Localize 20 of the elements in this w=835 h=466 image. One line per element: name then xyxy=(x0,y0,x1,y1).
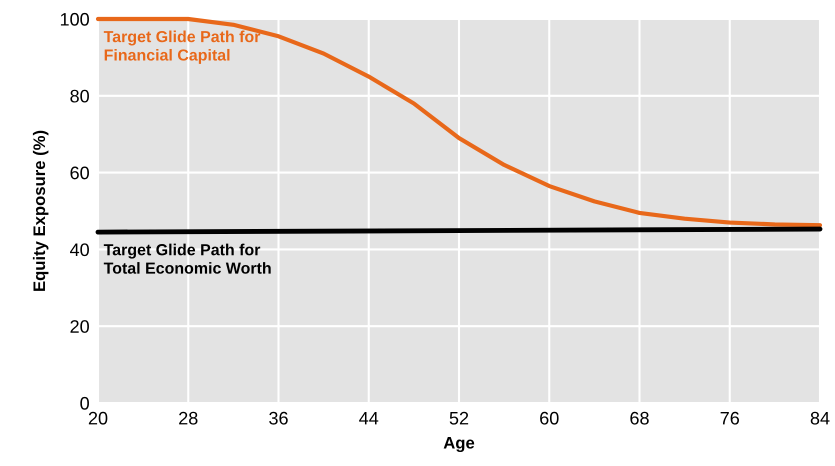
x-tick-label: 28 xyxy=(179,412,198,425)
x-tick-label: 36 xyxy=(269,412,288,425)
x-tick-label: 76 xyxy=(720,412,739,425)
y-tick-label: 60 xyxy=(70,166,89,180)
y-tick-label: 80 xyxy=(70,90,89,103)
y-tick-label: 100 xyxy=(60,12,89,26)
y-tick-label: 0 xyxy=(80,396,89,410)
line-series xyxy=(96,16,822,228)
x-tick-label: 60 xyxy=(540,412,559,425)
series-label: Target Glide Path for Financial Capital xyxy=(104,30,260,64)
series-label: Target Glide Path for Total Economic Worth xyxy=(104,244,271,274)
x-tick-label: 84 xyxy=(810,412,830,425)
y-axis-title: Equity Exposure (%) xyxy=(32,130,48,291)
y-tick-label: 40 xyxy=(70,243,89,256)
x-tick-label: 68 xyxy=(630,412,649,425)
x-tick-label: 52 xyxy=(450,412,468,425)
x-tick-label: 44 xyxy=(359,412,378,424)
x-tick-label: 20 xyxy=(88,412,108,425)
y-tick-label: 20 xyxy=(70,320,89,333)
x-axis-title: Age xyxy=(444,437,474,452)
